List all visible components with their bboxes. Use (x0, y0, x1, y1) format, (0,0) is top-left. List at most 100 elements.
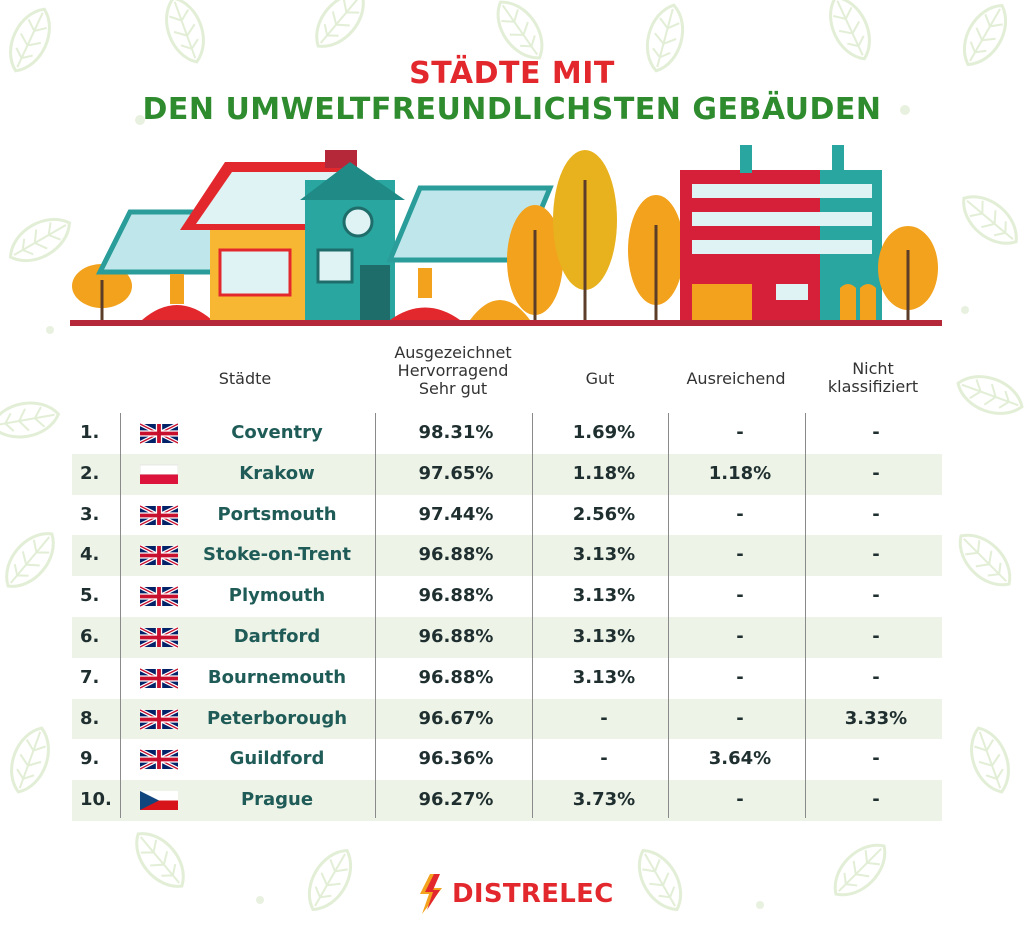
table-row: 9. Guildford 96.36% - 3.64% - (72, 739, 942, 780)
city-name: Portsmouth (217, 503, 337, 525)
excellent-value: 96.88% (418, 585, 494, 607)
trees-middle (507, 150, 684, 320)
city-name: Stoke-on-Trent (203, 544, 351, 566)
excellent-value: 96.67% (418, 707, 494, 729)
unclassified-value: - (872, 462, 880, 484)
good-value: 3.73% (572, 789, 636, 811)
excellent-value: 96.36% (418, 748, 494, 770)
sufficient-value: - (736, 625, 744, 647)
uk-flag-icon (139, 422, 179, 445)
unclassified-value: - (872, 544, 880, 566)
header-good: Gut (585, 369, 615, 388)
sufficient-value: - (736, 707, 744, 729)
excellent-value: 96.88% (418, 666, 494, 688)
ranking-table: 1. Coventry 98.31% 1.69% - - 2. Krakow 9… (72, 413, 942, 821)
table-row: 7. Bournemouth 96.88% 3.13% - - (72, 658, 942, 699)
office-building (680, 145, 882, 320)
rank: 6. (80, 625, 100, 647)
good-value: 1.18% (572, 462, 636, 484)
uk-flag-icon (139, 707, 179, 731)
good-value: - (600, 707, 608, 729)
unclassified-value: - (872, 666, 880, 688)
unclassified-value: 3.33% (844, 707, 908, 729)
city-name: Bournemouth (207, 666, 347, 688)
unclassified-value: - (872, 748, 880, 770)
excellent-value: 98.31% (418, 422, 494, 443)
unclassified-value: - (872, 625, 880, 647)
good-value: 1.69% (572, 422, 636, 443)
house (180, 150, 405, 320)
rank: 1. (80, 422, 100, 443)
city-name: Krakow (239, 462, 315, 484)
uk-flag-icon (139, 748, 179, 772)
city-name: Plymouth (228, 585, 326, 607)
unclassified-value: - (872, 422, 880, 443)
poland-flag-icon (139, 464, 179, 485)
good-value: 3.13% (572, 625, 636, 647)
sufficient-value: - (736, 422, 744, 443)
sufficient-value: - (736, 503, 744, 525)
rank: 8. (80, 707, 100, 729)
uk-flag-icon (139, 626, 179, 649)
uk-flag-icon (139, 503, 179, 527)
good-value: 2.56% (572, 503, 636, 525)
table-row: 6. Dartford 96.88% 3.13% - - (72, 616, 942, 658)
column-divider (668, 413, 669, 818)
unclassified-value: - (872, 789, 880, 811)
good-value: 3.13% (572, 544, 636, 566)
sufficient-value: - (736, 544, 744, 566)
excellent-value: 96.27% (418, 789, 494, 811)
sufficient-value: 3.64% (708, 748, 772, 770)
sufficient-value: 1.18% (708, 462, 772, 484)
uk-flag-icon (139, 544, 179, 568)
table-row: 4. Stoke-on-Trent 96.88% 3.13% - - (72, 535, 942, 577)
good-value: - (600, 748, 608, 770)
logo-text: DISTRELEC (452, 879, 614, 909)
city-name: Guildford (229, 748, 325, 770)
distrelec-logo: DISTRELEC (416, 874, 614, 914)
good-value: 3.13% (572, 666, 636, 688)
excellent-value: 96.88% (418, 544, 494, 566)
rank: 2. (80, 462, 100, 484)
header-excellent: Ausgezeichnet Hervorragend Sehr gut (394, 343, 512, 398)
good-value: 3.13% (572, 585, 636, 607)
uk-flag-icon (139, 585, 179, 608)
column-divider (375, 413, 376, 818)
sufficient-value: - (736, 585, 744, 607)
city-name: Prague (240, 789, 314, 811)
column-divider (532, 413, 533, 818)
sufficient-value: - (736, 789, 744, 811)
excellent-value: 96.88% (418, 625, 494, 647)
rank: 7. (80, 666, 100, 688)
column-divider (805, 413, 806, 818)
sufficient-value: - (736, 666, 744, 688)
table-row: 1. Coventry 98.31% 1.69% - - (72, 413, 942, 454)
header-sufficient: Ausreichend (686, 369, 786, 388)
title-line-1: STÄDTE MIT (409, 56, 615, 91)
header-cities: Städte (218, 369, 272, 388)
tree-left (72, 264, 132, 320)
title-line-2: DEN UMWELTFREUNDLICHSTEN GEBÄUDEN (142, 92, 882, 127)
table-row: 10. Prague 96.27% 3.73% - - (72, 780, 942, 821)
table-row: 2. Krakow 97.65% 1.18% 1.18% - (72, 453, 942, 495)
excellent-value: 97.44% (418, 503, 494, 525)
column-divider (120, 413, 121, 818)
tree-right (878, 226, 938, 320)
city-name: Dartford (233, 625, 321, 647)
eco-buildings-illustration (70, 145, 942, 326)
unclassified-value: - (872, 503, 880, 525)
table-row: 3. Portsmouth 97.44% 2.56% - - (72, 495, 942, 536)
unclassified-value: - (872, 585, 880, 607)
uk-flag-icon (139, 667, 179, 690)
table-row: 8. Peterborough 96.67% - - 3.33% (72, 698, 942, 740)
excellent-value: 97.65% (418, 462, 494, 484)
czech-flag-icon (140, 790, 178, 811)
rank: 3. (80, 503, 100, 525)
table-row: 5. Plymouth 96.88% 3.13% - - (72, 576, 942, 617)
rank: 5. (80, 585, 100, 607)
header-unclassified: Nicht klassifiziert (827, 359, 919, 396)
rank: 9. (80, 748, 100, 770)
rank: 4. (80, 544, 100, 566)
lightning-bolt-icon (420, 874, 442, 914)
